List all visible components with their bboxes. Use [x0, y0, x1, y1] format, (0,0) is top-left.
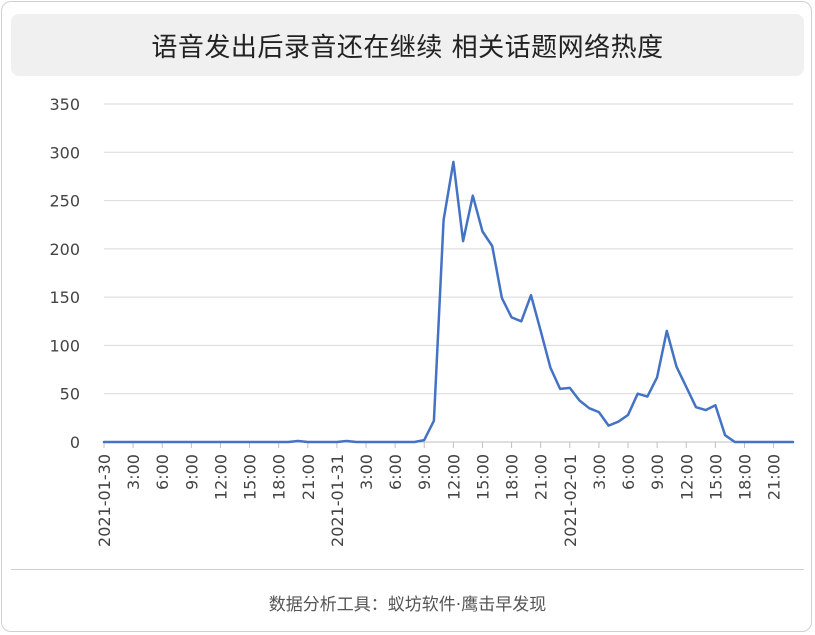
footer-divider	[11, 569, 804, 570]
x-tick-label-7: 21:00	[299, 454, 318, 500]
x-tick-label-5: 15:00	[241, 454, 260, 500]
x-tick-label-21: 15:00	[706, 454, 725, 500]
y-tick-label-300: 300	[49, 143, 80, 162]
x-tick-label-4: 12:00	[211, 454, 230, 500]
x-tick-label-2: 6:00	[153, 454, 172, 490]
x-tick-label-22: 18:00	[735, 454, 754, 500]
x-tick-label-11: 9:00	[415, 454, 434, 490]
x-tick-label-8: 2021-01-31	[328, 454, 347, 547]
y-tick-label-0: 0	[70, 433, 80, 452]
x-tick-label-14: 18:00	[503, 454, 522, 500]
y-tick-label-350: 350	[49, 95, 80, 114]
x-tick-label-20: 12:00	[677, 454, 696, 500]
footer-source: 数据分析工具：蚁坊软件·鹰击早发现	[268, 595, 547, 615]
x-tick-label-12: 12:00	[444, 454, 463, 500]
y-tick-label-200: 200	[49, 240, 80, 259]
x-tick-label-17: 3:00	[590, 454, 609, 490]
y-tick-label-50: 50	[60, 385, 80, 404]
x-tick-label-16: 2021-02-01	[561, 454, 580, 547]
line-chart: 0 50 100 150 200 250 300 350 2021-01-30 3:00 6:00 9…	[49, 95, 795, 547]
y-tick-label-250: 250	[49, 192, 80, 211]
x-tick-label-1: 3:00	[124, 454, 143, 490]
y-tick-label-100: 100	[49, 336, 80, 355]
x-tick-label-0: 2021-01-30	[95, 454, 114, 547]
chart-title: 语音发出后录音还在继续 相关话题网络热度	[151, 32, 664, 63]
x-tick-label-9: 3:00	[357, 454, 376, 490]
x-tick-label-6: 18:00	[270, 454, 289, 500]
x-tick-label-13: 15:00	[473, 454, 492, 500]
x-tick-label-18: 6:00	[619, 454, 638, 490]
x-tick-label-15: 21:00	[532, 454, 551, 500]
x-tick-label-19: 9:00	[648, 454, 667, 490]
x-tick-label-23: 21:00	[765, 454, 784, 500]
series-line	[102, 160, 795, 444]
x-tick-label-3: 9:00	[182, 454, 201, 490]
y-tick-label-150: 150	[49, 288, 80, 307]
x-tick-label-10: 6:00	[386, 454, 405, 490]
title-bar: 语音发出后录音还在继续 相关话题网络热度	[11, 14, 804, 76]
